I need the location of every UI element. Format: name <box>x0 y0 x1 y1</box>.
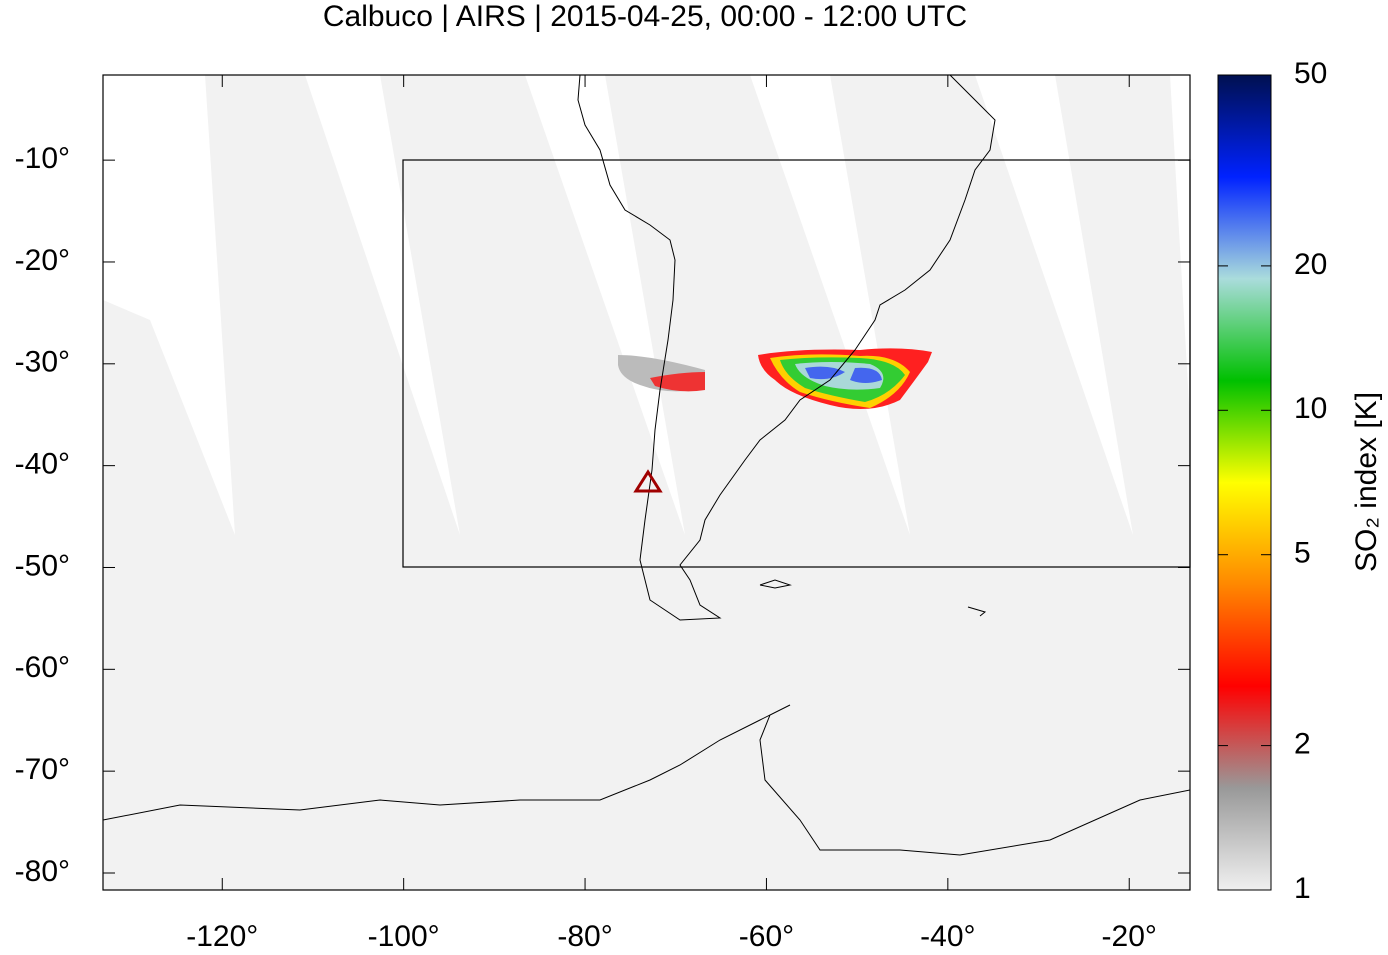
coastline <box>577 75 996 621</box>
volcano-marker <box>633 469 663 493</box>
colorbar-tick-label: 2 <box>1294 728 1311 761</box>
swath-gap <box>103 75 235 535</box>
x-tick-label: -80° <box>557 920 612 950</box>
x-tick-label: -120° <box>186 920 258 950</box>
y-tick-label: -40° <box>15 448 70 481</box>
y-tick-label: -60° <box>15 651 70 684</box>
plume <box>650 372 705 392</box>
y-tick-label: -50° <box>15 549 70 582</box>
colorbar-tick-label: 10 <box>1294 392 1327 425</box>
y-tick-label: -70° <box>15 753 70 786</box>
coastline <box>759 579 792 589</box>
x-tick-label: -20° <box>1102 920 1157 950</box>
x-tick-label: -60° <box>739 920 794 950</box>
y-tick-label: -20° <box>15 244 70 277</box>
swath-gap <box>750 75 910 535</box>
colorbar-tick-label: 5 <box>1294 537 1311 570</box>
swath-gap <box>305 75 460 535</box>
y-tick-label: -10° <box>15 142 70 175</box>
swath-gap <box>525 75 685 535</box>
plot-background <box>103 75 1190 890</box>
y-tick-label: -30° <box>15 346 70 379</box>
chart-title: Calbuco | AIRS | 2015-04-25, 00:00 - 12:… <box>323 0 967 33</box>
swath-gap <box>1170 75 1190 420</box>
data-gaps <box>103 75 1190 535</box>
so2-plume <box>618 348 932 409</box>
swath-gap <box>975 75 1133 535</box>
coastlines <box>103 75 1190 856</box>
x-tick-label: -100° <box>368 920 440 950</box>
colorbar-tick-label: 20 <box>1294 248 1327 281</box>
coastline <box>103 704 1190 856</box>
plot-frame <box>102 74 1191 891</box>
colorbar-tick-label: 50 <box>1294 57 1327 90</box>
plume <box>805 366 882 383</box>
x-tick-label: -40° <box>920 920 975 950</box>
y-tick-label: -80° <box>15 855 70 888</box>
colorbar-tick-label: 1 <box>1294 872 1311 905</box>
colorbar-label: SO₂ index [K] <box>1350 392 1383 572</box>
coastline <box>967 606 987 617</box>
colorbar <box>1217 74 1272 891</box>
